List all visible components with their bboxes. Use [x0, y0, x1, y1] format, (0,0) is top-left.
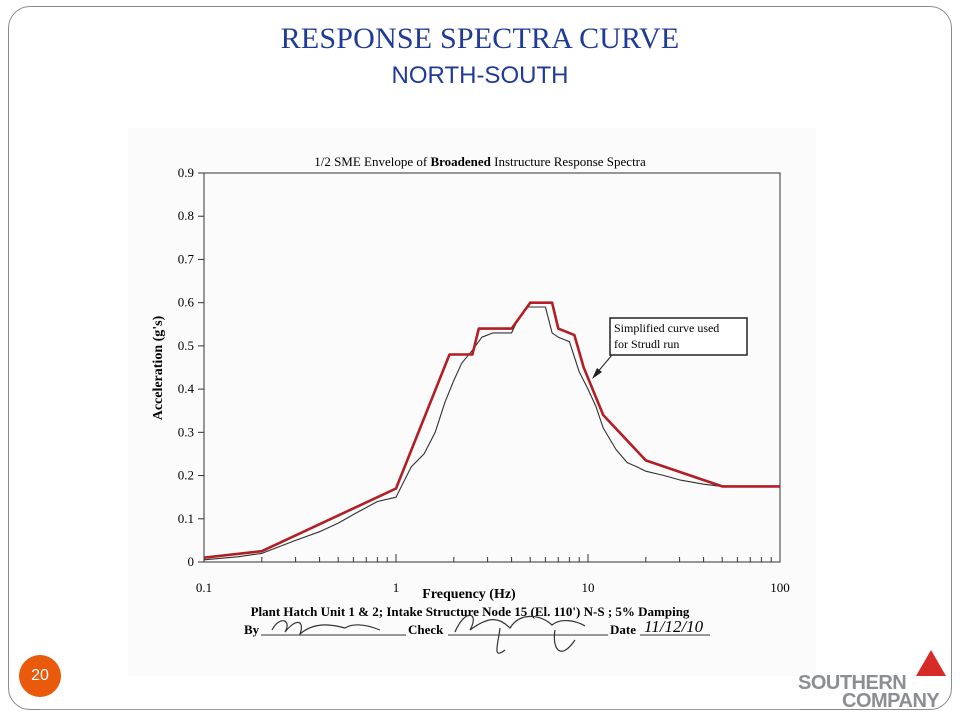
y-tick-label: 0.3 [178, 424, 194, 439]
y-tick-label: 0.9 [178, 165, 194, 180]
check-label: Check [408, 622, 444, 637]
x-tick-label: 0.1 [196, 580, 212, 595]
bottom-rule [40, 709, 800, 710]
date-label: Date [610, 622, 636, 637]
y-tick-label: 0.5 [178, 338, 194, 353]
annotation-line2: for Strudl run [614, 337, 679, 351]
date-value: 11/12/10 [644, 617, 704, 636]
x-axis-label: Frequency (Hz) [422, 587, 516, 602]
y-tick-label: 0.2 [178, 468, 194, 483]
slide-title: RESPONSE SPECTRA CURVE [280, 22, 680, 55]
series-line-simplified [203, 301, 780, 559]
logo-line1: SOUTHERN [798, 672, 907, 694]
annotation-line1: Simplified curve used [614, 321, 719, 335]
signature-block: By Check Date 11/12/10 [244, 614, 710, 654]
page-number-badge: 20 [19, 655, 61, 697]
plot-area [203, 172, 781, 563]
logo-line2: COMPANY [842, 690, 940, 712]
chart-title-bold: Broadened [430, 154, 491, 169]
slide-subtitle: NORTH-SOUTH [391, 62, 569, 89]
y-tick-label: 0 [188, 554, 195, 569]
chart-scan [128, 128, 816, 676]
x-tick-label: 100 [770, 580, 790, 595]
y-tick-label: 0.6 [178, 295, 195, 310]
x-tick-label: 1 [393, 580, 400, 595]
by-signature [271, 620, 381, 636]
y-tick-label: 0.7 [178, 251, 195, 266]
chart-title-prefix: 1/2 SME Envelope of [314, 154, 430, 169]
logo-triangle-icon [916, 650, 946, 676]
chart-caption: Plant Hatch Unit 1 & 2; Intake Structure… [251, 604, 690, 619]
y-tick-label: 0.8 [178, 208, 194, 223]
y-tick-label: 0.4 [178, 381, 195, 396]
annotation-arrowhead [592, 368, 602, 379]
by-label: By [244, 622, 260, 637]
annotation-box [609, 317, 748, 356]
chart-title-suffix: Instructure Response Spectra [491, 154, 646, 169]
x-tick-label: 10 [582, 580, 595, 595]
check-signature [454, 614, 586, 654]
chart-title: 1/2 SME Envelope of Broadened Instructur… [314, 154, 646, 169]
southern-company-logo: SOUTHERN COMPANY [798, 650, 954, 712]
y-tick-label: 0.1 [178, 511, 194, 526]
y-axis-label: Acceleration (g's) [151, 315, 166, 420]
annotation: Simplified curve used for Strudl run [592, 317, 748, 379]
